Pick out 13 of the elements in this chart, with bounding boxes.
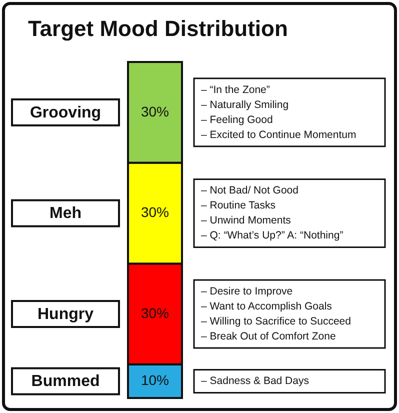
chart-title: Target Mood Distribution bbox=[28, 16, 288, 41]
data-label: 10% bbox=[140, 372, 170, 388]
text: – “In the Zone” – Naturally Smiling – Feeling Good – Excited to Continue Momentum bbox=[201, 84, 356, 141]
text: – Desire to Improve – Want to Accomplish Goals – Willing to Sacrifice to Succeed – Break Out of Comfort Zone bbox=[201, 286, 352, 342]
data-label: 30% bbox=[140, 305, 170, 321]
data-label: 30% bbox=[140, 103, 170, 120]
series-label: Bummed bbox=[31, 373, 100, 390]
text: Hungry bbox=[38, 306, 94, 323]
series-label: Grooving bbox=[30, 104, 102, 122]
data-label: 30% bbox=[140, 204, 170, 220]
text: – Sadness & Bad Days bbox=[201, 375, 309, 388]
text: – Not Bad/ Not Good – Routine Tasks – Unwind Moments – Q: “What’s Up?” A: “Nothing” bbox=[201, 184, 344, 242]
text: Meh bbox=[50, 205, 82, 222]
